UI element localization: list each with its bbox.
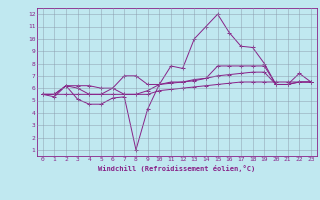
X-axis label: Windchill (Refroidissement éolien,°C): Windchill (Refroidissement éolien,°C) — [98, 165, 255, 172]
